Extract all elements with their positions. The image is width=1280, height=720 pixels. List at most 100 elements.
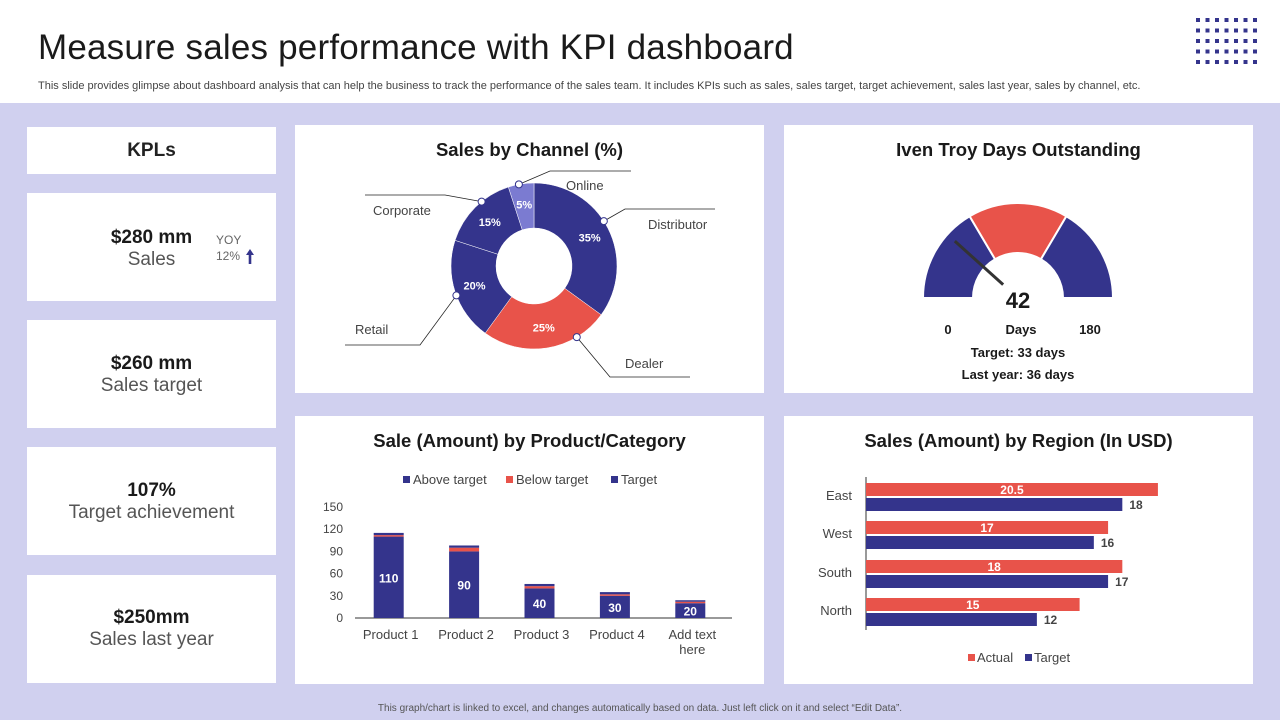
dot bbox=[1205, 18, 1210, 22]
bar-value-label: 110 bbox=[379, 571, 399, 585]
dot bbox=[1196, 49, 1200, 54]
gauge-unit-label: Days bbox=[1005, 322, 1036, 337]
bar-below-target bbox=[373, 535, 404, 537]
leader-dot bbox=[477, 197, 486, 206]
dot bbox=[1224, 60, 1229, 64]
bar-target bbox=[866, 536, 1094, 549]
y-tick-label: 120 bbox=[323, 522, 343, 536]
y-tick-label: 150 bbox=[323, 500, 343, 514]
days-outstanding-panel: Iven Troy Days Outstanding 42 0 Days 180… bbox=[784, 125, 1253, 393]
dot bbox=[1234, 28, 1238, 33]
dot bbox=[1234, 60, 1238, 64]
achievement-value: 107% bbox=[127, 480, 176, 501]
y-tick-label: 90 bbox=[330, 544, 344, 558]
kpi-card-sales-last-year: $250mm Sales last year bbox=[27, 575, 276, 683]
sales-by-channel-title: Sales by Channel (%) bbox=[435, 139, 624, 160]
bar-actual bbox=[866, 483, 1158, 496]
dot bbox=[1234, 49, 1238, 54]
donut-value-label: 35% bbox=[579, 233, 601, 245]
target-value-label: 18 bbox=[1129, 498, 1143, 512]
x-category-label: Product 4 bbox=[589, 627, 645, 642]
dot bbox=[1243, 60, 1248, 64]
bar-value-label: 30 bbox=[608, 601, 622, 615]
actual-value-label: 18 bbox=[987, 560, 1001, 574]
x-category-label: Product 1 bbox=[363, 627, 419, 642]
sales-by-region-panel: Sales (Amount) by Region (In USD) East 20… bbox=[784, 416, 1253, 684]
legend-swatch bbox=[1025, 654, 1032, 661]
dot bbox=[1234, 18, 1238, 22]
donut-category-label: Distributor bbox=[648, 217, 708, 232]
gauge-needle bbox=[953, 240, 1005, 286]
bar-actual bbox=[866, 598, 1080, 611]
y-tick-label: 60 bbox=[330, 567, 344, 581]
bar-above-target bbox=[449, 545, 480, 548]
sales-by-product-panel: Sale (Amount) by Product/Category Above … bbox=[295, 416, 764, 684]
legend-swatch bbox=[611, 476, 618, 483]
dot bbox=[1253, 28, 1257, 33]
dot bbox=[1243, 18, 1248, 22]
donut-slice-distributor bbox=[533, 182, 618, 316]
kpi-card-sales-target: $260 mm Sales target bbox=[27, 320, 276, 428]
leader-dot bbox=[452, 291, 461, 300]
yoy-label: YOY bbox=[216, 233, 242, 247]
legend-swatch bbox=[968, 654, 975, 661]
y-tick-label: 0 bbox=[336, 611, 343, 625]
bar-target bbox=[449, 551, 480, 618]
bar-value-label: 40 bbox=[533, 597, 547, 611]
last-year-value: $250mm bbox=[113, 607, 190, 628]
dot bbox=[1196, 28, 1200, 33]
leader-line bbox=[365, 194, 482, 203]
leader-dot bbox=[599, 217, 608, 226]
dot bbox=[1215, 39, 1219, 43]
kpi-card-target-achievement: 107% Target achievement bbox=[27, 447, 276, 555]
region-label: North bbox=[820, 603, 852, 618]
dot bbox=[1224, 28, 1229, 33]
legend-swatch bbox=[403, 476, 410, 483]
leader-dot bbox=[514, 180, 523, 189]
bar-above-target bbox=[524, 583, 555, 587]
x-category-label: Product 2 bbox=[438, 627, 494, 642]
bar-target bbox=[866, 575, 1109, 588]
dot bbox=[1253, 39, 1257, 43]
dot bbox=[1243, 28, 1248, 33]
page-subtitle: This slide provides glimpse about dashbo… bbox=[38, 80, 1141, 92]
header: Measure sales performance with KPI dashb… bbox=[0, 0, 1280, 103]
region-label: South bbox=[818, 565, 852, 580]
bar-below-target bbox=[449, 547, 480, 552]
page-title: Measure sales performance with KPI dashb… bbox=[38, 28, 794, 67]
gauge-value: 42 bbox=[1006, 288, 1030, 313]
dot bbox=[1215, 49, 1219, 54]
donut-category-label: Retail bbox=[355, 322, 388, 337]
achievement-label: Target achievement bbox=[68, 502, 235, 523]
days-outstanding-gauge: 42 0 Days 180 Target: 33 days Last year:… bbox=[921, 202, 1115, 382]
bar-actual bbox=[866, 521, 1109, 534]
dot bbox=[1215, 60, 1219, 64]
dot bbox=[1205, 49, 1210, 54]
donut-value-label: 5% bbox=[516, 199, 532, 211]
sales-by-channel-chart: 35% 25% 20% 15% 5% Distributor Dealer Retail Cor… bbox=[345, 170, 715, 378]
region-label: East bbox=[826, 488, 852, 503]
dot-grid-decoration bbox=[1196, 18, 1257, 64]
leader-line bbox=[603, 208, 715, 222]
actual-value-label: 17 bbox=[980, 521, 994, 535]
dot bbox=[1224, 49, 1229, 54]
dot bbox=[1234, 39, 1238, 43]
kpi-card-sales: $280 mm Sales YOY 12% bbox=[27, 193, 276, 301]
sales-by-channel-panel: Sales by Channel (%) 35% 25% 20% 15% 5% Distr… bbox=[295, 125, 764, 393]
gauge-segment bbox=[1039, 214, 1115, 299]
bar-target bbox=[524, 588, 555, 618]
bar-above-target bbox=[599, 592, 630, 595]
donut-category-label: Dealer bbox=[625, 356, 664, 371]
sales-target-label: Sales target bbox=[100, 375, 203, 396]
dot bbox=[1253, 18, 1257, 22]
bar-above-target bbox=[675, 600, 706, 602]
bar-below-target bbox=[599, 594, 630, 596]
bar-below-target bbox=[675, 601, 706, 604]
dot bbox=[1205, 60, 1210, 64]
target-value-label: 17 bbox=[1115, 575, 1129, 589]
kpi-heading: KPLs bbox=[127, 140, 176, 161]
dot bbox=[1196, 18, 1200, 22]
sales-target-value: $260 mm bbox=[110, 353, 193, 374]
donut-value-label: 25% bbox=[533, 323, 555, 335]
leader-line bbox=[345, 295, 457, 346]
